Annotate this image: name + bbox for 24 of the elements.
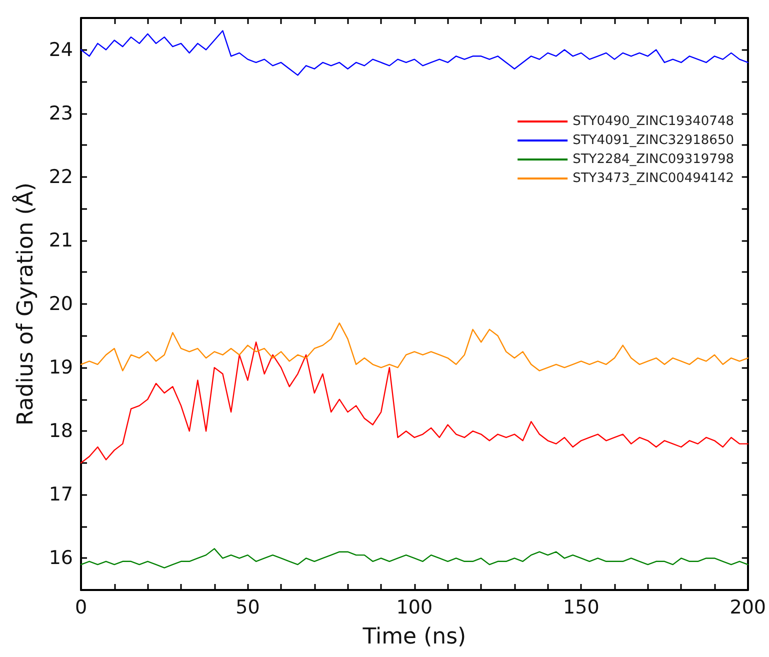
y-tick-label: 16 [48,547,73,570]
legend-label: STY2284_ZINC09319798 [572,152,734,167]
y-tick-label: 19 [48,356,73,379]
line-series [80,30,748,76]
y-tick-label: 21 [48,229,73,252]
y-tick-label: 24 [48,38,73,61]
x-axis-title: Time (ns) [362,624,466,650]
x-tick-label: 50 [236,596,260,618]
x-tick-label: 100 [396,596,433,618]
line-series [80,342,748,464]
y-axis-title: Radius of Gyration (Å) [12,182,38,426]
x-tick-label: 150 [563,596,600,618]
y-tick-label: 17 [48,484,73,506]
x-tick-label: 200 [730,596,766,618]
legend-label: STY4091_ZINC32918650 [572,133,734,148]
y-tick-label: 18 [48,420,73,442]
x-tick-label: 0 [74,596,88,618]
legend-label: STY0490_ZINC19340748 [572,114,734,129]
y-tick-label: 23 [48,102,73,124]
y-tick-label: 20 [48,293,73,315]
line-series [80,548,748,568]
legend-label: STY3473_ZINC00494142 [572,171,734,186]
y-tick-label: 22 [48,166,73,188]
line-series [80,322,748,372]
